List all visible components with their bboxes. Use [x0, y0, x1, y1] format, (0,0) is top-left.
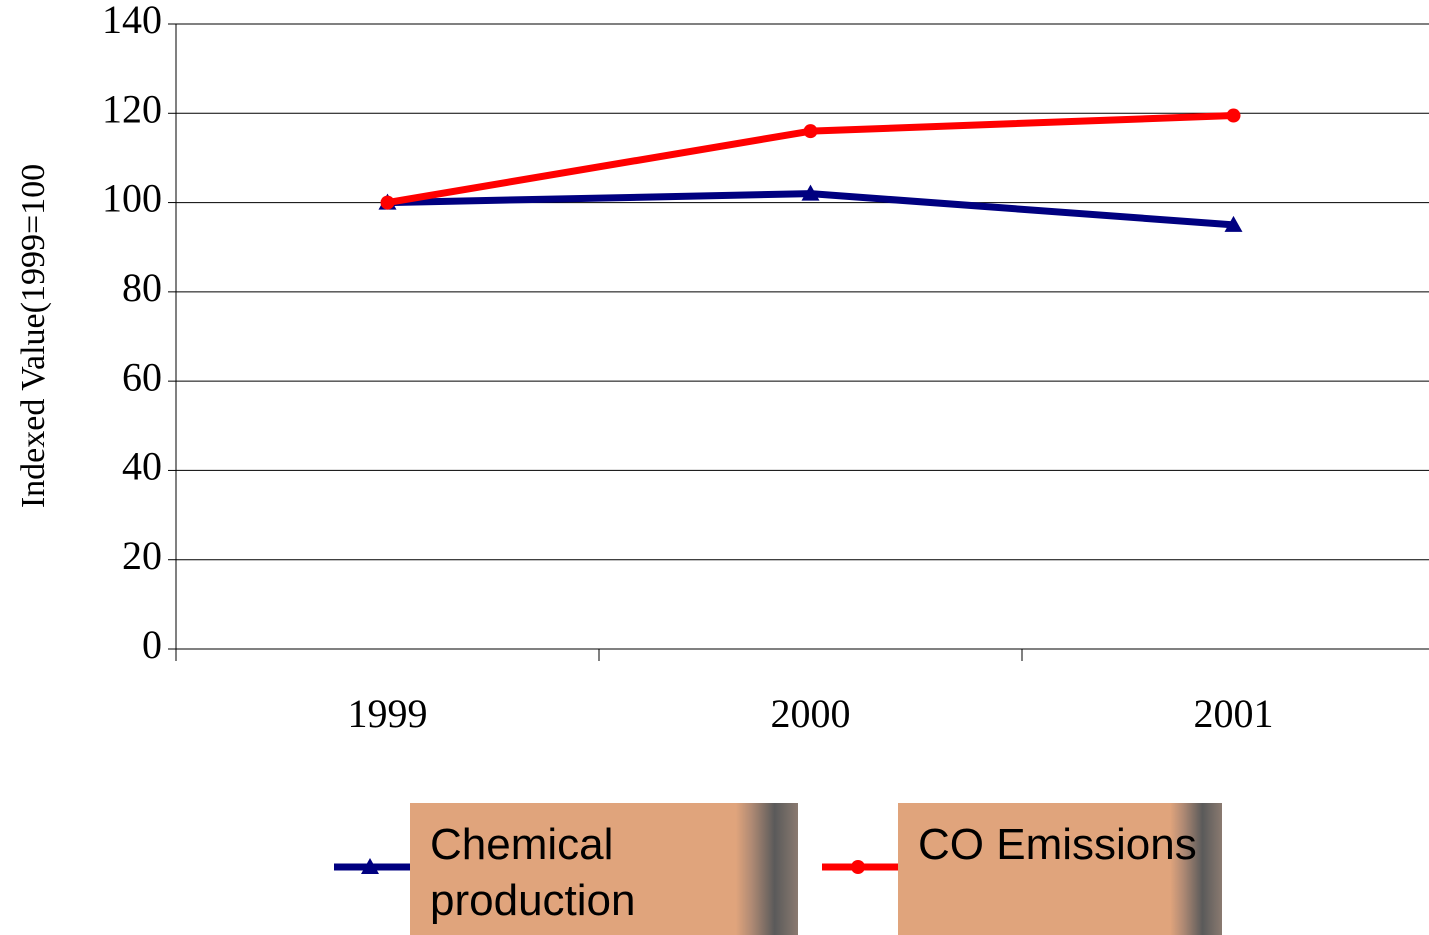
legend-entry: CO Emissions [818, 803, 1222, 935]
legend-label: CO Emissions [898, 803, 1222, 935]
y-tick-label: 80 [122, 265, 162, 310]
x-tick-label: 2001 [1194, 691, 1274, 736]
x-tick-label: 2000 [771, 691, 851, 736]
marker [1224, 215, 1243, 232]
y-tick-label: 120 [102, 86, 162, 131]
legend-label: Chemical production [410, 803, 798, 935]
y-tick-label: 60 [122, 354, 162, 399]
y-tick-label: 140 [102, 0, 162, 42]
y-tick-label: 0 [142, 622, 162, 667]
marker [803, 124, 818, 139]
marker [1226, 108, 1241, 123]
legend-entry: Chemical production [330, 803, 798, 935]
y-tick-label: 20 [122, 533, 162, 578]
legend-swatch [334, 858, 410, 874]
marker [801, 184, 820, 201]
marker [380, 195, 395, 210]
marker [361, 858, 379, 874]
x-tick-label: 1999 [348, 691, 428, 736]
y-tick-label: 40 [122, 444, 162, 489]
chart: Indexed Value(1999=100 0 20 40 60 80 100 120 14… [15, 0, 1429, 736]
y-tick-label: 100 [102, 176, 162, 221]
legend: Chemical production CO Emissions [330, 803, 1222, 935]
marker [851, 860, 865, 874]
legend-swatch [822, 860, 898, 874]
y-axis-label: Indexed Value(1999=100 [15, 164, 52, 508]
